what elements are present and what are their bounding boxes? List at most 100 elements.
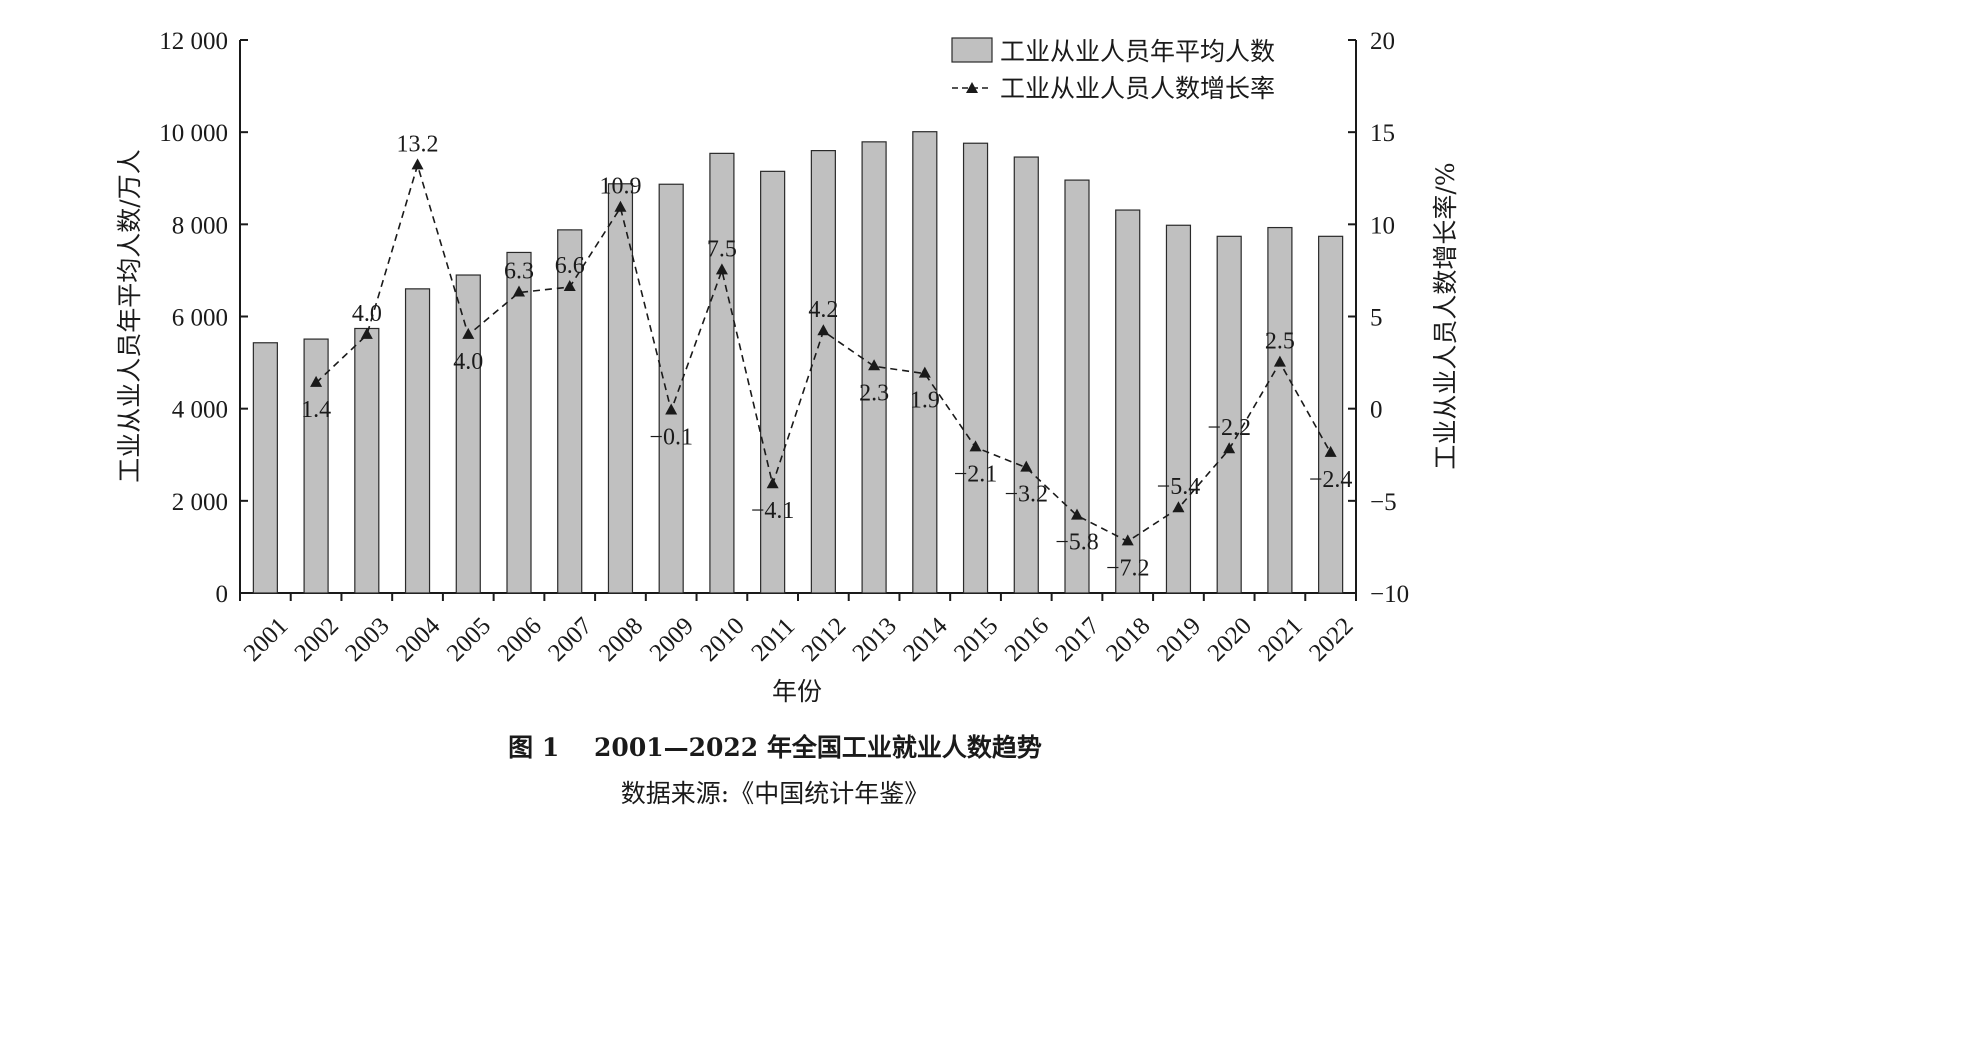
x-tick-label: 2003: [340, 612, 394, 666]
bar: [1165, 224, 1192, 594]
x-axis-title: 年份: [772, 677, 822, 706]
x-tick-label: 2013: [848, 612, 902, 666]
rate-data-label: 1.9: [910, 388, 940, 414]
y2-axis-title: 工业从业人员人数增长率/%: [1431, 162, 1460, 469]
x-tick-label: 2018: [1101, 612, 1155, 666]
figure-title-text: 图 1 2001—2022 年全国工业就业人数趋势: [508, 733, 1042, 762]
x-tick-label: 2015: [949, 612, 1003, 666]
rate-marker: [817, 324, 830, 336]
bar: [404, 288, 431, 594]
x-tick-label: 2005: [442, 612, 496, 666]
rate-data-label: −2.1: [954, 461, 998, 487]
x-tick-label: 2004: [391, 612, 446, 667]
rate-marker: [665, 403, 678, 415]
y-tick-label: 2 000: [172, 489, 228, 516]
x-tick-label: 2012: [797, 612, 851, 666]
rate-data-label: 10.9: [599, 174, 641, 200]
bar: [354, 327, 380, 594]
x-tick-label: 2020: [1203, 612, 1257, 666]
x-tick-label: 2016: [1000, 612, 1054, 666]
bar: [1115, 209, 1141, 594]
rate-data-label: −2.2: [1207, 415, 1251, 441]
bar: [506, 251, 532, 594]
bar: [760, 170, 786, 594]
rate-data-label: 2.5: [1265, 329, 1295, 355]
rate-data-label: 6.6: [555, 253, 585, 279]
legend: 工业从业人员年平均人数 工业从业人员人数增长率: [951, 37, 1275, 103]
figure-source-text: 数据来源:《中国统计年鉴》: [620, 779, 930, 808]
rate-marker: [614, 200, 627, 212]
bar: [810, 150, 836, 594]
x-tick-label: 2017: [1050, 612, 1104, 666]
bar: [962, 142, 989, 594]
chart: 0 2 000 4 000 6 000 8 000 10 000 12 000 −10 −5 0 5…: [115, 28, 1460, 706]
bar: [1267, 226, 1293, 594]
x-tick-label: 2002: [290, 612, 344, 666]
bar: [252, 342, 278, 594]
y2-tick-label: −5: [1370, 489, 1397, 516]
rate-marker: [462, 327, 475, 339]
rate-marker: [868, 359, 881, 371]
legend-line-marker: [966, 82, 978, 93]
y2-tick-label: 20: [1370, 28, 1395, 55]
rate-data-label: 6.3: [504, 259, 534, 285]
rate-data-label: 2.3: [859, 380, 889, 406]
x-tick-label: 2019: [1152, 612, 1206, 666]
y-tick-label: 8 000: [172, 212, 228, 239]
y2-tick-label: 5: [1370, 305, 1383, 332]
y-tick-label: 0: [216, 581, 229, 608]
rate-data-label: 4.2: [808, 297, 838, 323]
bar: [455, 274, 481, 594]
rate-marker: [1121, 534, 1134, 546]
bar: [709, 152, 735, 594]
legend-line-label: 工业从业人员人数增长率: [1000, 74, 1275, 103]
bar: [607, 183, 634, 594]
x-tick-label: 2006: [492, 612, 546, 666]
rate-marker: [1223, 442, 1236, 454]
bar-series: [252, 131, 1344, 594]
legend-bar-label: 工业从业人员年平均人数: [1000, 37, 1275, 66]
y-tick-label: 6 000: [172, 305, 228, 332]
y-tick-label: 12 000: [159, 28, 228, 55]
x-tick-label: 2021: [1253, 612, 1307, 666]
rate-marker: [310, 375, 323, 387]
rate-data-label: 4.0: [453, 349, 483, 375]
x-tick-label: 2010: [695, 612, 749, 666]
x-tick-label: 2001: [239, 612, 293, 666]
rate-marker: [766, 477, 779, 489]
rate-data-label: −5.8: [1055, 530, 1099, 556]
bar: [912, 131, 938, 594]
rate-marker: [1273, 355, 1286, 367]
rate-marker: [1172, 501, 1185, 513]
y2-tick-label: −10: [1370, 581, 1409, 608]
legend-bar-swatch: [951, 37, 993, 63]
y2-tick-label: 10: [1370, 212, 1395, 239]
rate-data-label: 7.5: [707, 236, 737, 262]
y-axis-title: 工业从业人员年平均人数/万人: [115, 149, 144, 482]
rate-marker: [1020, 460, 1033, 472]
data-labels: 1.4 4.0 13.2 4.0 6.3 6.6 10.9 −0.1 7.5 −4.1 4.2 2.3…: [301, 131, 1352, 581]
figure-title: 图 1 2001—2022 年全国工业就业人数趋势: [0, 728, 1550, 764]
bar: [1216, 235, 1242, 594]
rate-marker: [715, 263, 728, 275]
rate-marker: [918, 366, 931, 378]
x-tick-label: 2014: [898, 612, 953, 667]
rate-data-label: −2.4: [1309, 467, 1353, 493]
y2-tick-label: 0: [1370, 397, 1383, 424]
x-tick-label: 2008: [594, 612, 648, 666]
rate-marker: [513, 285, 525, 297]
rate-line-series: [310, 158, 1337, 546]
rate-marker: [411, 158, 424, 170]
y-tick-label: 10 000: [159, 120, 228, 147]
x-tick-label: 2011: [746, 613, 800, 667]
rate-data-label: 1.4: [301, 397, 331, 423]
rate-data-label: 13.2: [397, 131, 439, 157]
x-tick-label: 2007: [543, 612, 597, 666]
rate-data-label: −3.2: [1004, 482, 1048, 508]
y2-tick-label: 15: [1370, 120, 1395, 147]
rate-marker: [360, 327, 373, 339]
rate-marker: [1324, 445, 1337, 457]
rate-marker: [969, 440, 982, 452]
rate-marker: [1071, 508, 1083, 520]
rate-data-label: 4.0: [352, 301, 382, 327]
